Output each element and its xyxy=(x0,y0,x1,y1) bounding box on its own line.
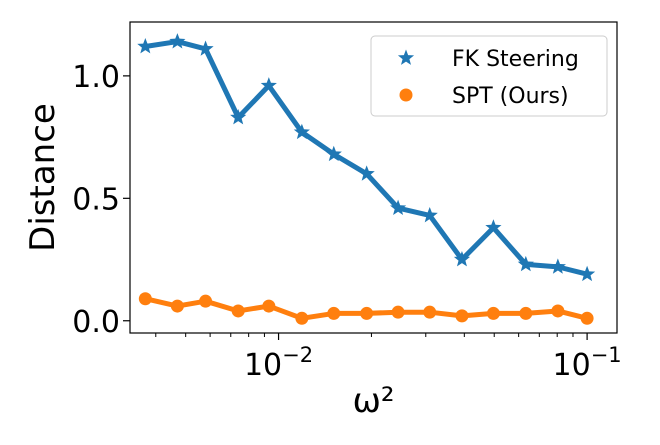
data-point-series-1 xyxy=(517,255,534,272)
data-point-series-2 xyxy=(391,305,405,319)
data-point-series-2 xyxy=(262,299,276,313)
data-point-series-2 xyxy=(455,309,469,323)
data-point-series-2 xyxy=(519,306,533,320)
x-axis-label: ω² xyxy=(352,381,394,421)
data-point-series-1 xyxy=(137,37,154,54)
data-point-series-2 xyxy=(423,305,437,319)
y-tick-label: 0.5 xyxy=(72,182,120,217)
y-tick-label: 1.0 xyxy=(72,60,120,95)
legend-label-2: SPT (Ours) xyxy=(452,84,569,109)
data-point-series-2 xyxy=(295,311,309,325)
y-axis-label: Distance xyxy=(23,103,63,252)
series-layer xyxy=(137,33,596,325)
data-point-series-1 xyxy=(421,206,438,223)
data-point-series-1 xyxy=(260,77,277,93)
data-point-series-1 xyxy=(169,33,186,49)
data-point-series-1 xyxy=(453,251,471,267)
data-point-series-2 xyxy=(360,306,374,320)
data-point-series-1 xyxy=(485,219,502,235)
x-tick-label: 10−1 xyxy=(553,343,622,383)
y-axis: 0.0 0.5 1.0 xyxy=(72,60,130,340)
plot-frame xyxy=(129,21,618,334)
data-point-series-1 xyxy=(293,123,310,140)
data-point-series-2 xyxy=(170,299,184,313)
data-point-series-2 xyxy=(580,311,594,325)
data-point-series-2 xyxy=(486,306,500,320)
data-point-series-1 xyxy=(549,258,566,274)
data-point-series-2 xyxy=(551,304,565,318)
legend-marker-2 xyxy=(399,88,413,102)
data-point-series-1 xyxy=(579,265,596,282)
legend: FK Steering SPT (Ours) xyxy=(370,35,608,117)
data-point-series-1 xyxy=(390,199,407,215)
data-point-series-1 xyxy=(230,109,247,125)
data-point-series-2 xyxy=(138,292,152,306)
legend-box xyxy=(370,35,608,117)
data-point-series-1 xyxy=(325,145,342,162)
data-point-series-1 xyxy=(358,165,375,181)
legend-marker-1 xyxy=(397,49,415,65)
x-tick-label: 10−2 xyxy=(244,343,313,383)
legend-label-1: FK Steering xyxy=(452,47,579,72)
data-point-series-2 xyxy=(231,304,245,318)
y-tick-label: 0.0 xyxy=(72,305,120,340)
data-point-series-2 xyxy=(327,306,341,320)
data-point-series-2 xyxy=(199,294,213,308)
x-axis: 10−2 10−1 xyxy=(155,333,622,383)
data-point-series-1 xyxy=(197,40,214,56)
